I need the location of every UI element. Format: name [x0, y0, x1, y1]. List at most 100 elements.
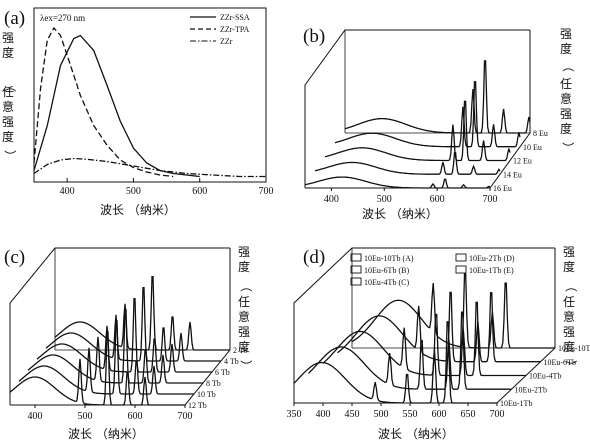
series-label-c-1: 4 Tb [224, 357, 239, 366]
xtick-label-a-0: 400 [60, 186, 75, 197]
series-label-d-0: 10Eu-10Tb [558, 344, 590, 353]
excitation-annotation: λex=270 nm [40, 13, 85, 23]
xticks-c: 400 500 600 700 [28, 405, 193, 422]
legend-label-d-2: 10Eu-4Tb (C) [364, 278, 409, 287]
xtick-label-d-4: 550 [403, 409, 418, 420]
ylabel-c-line4: 意 [238, 309, 250, 324]
legend-box-d-4 [455, 265, 467, 274]
series-line-c-1 [45, 286, 221, 362]
series-label-d-1: 10Eu-6Tb [544, 358, 576, 367]
series-labels-b: 8 Eu 10 Eu 12 Eu 14 Eu 16 Eu [493, 129, 548, 193]
legend-label-ZZr-TPA: ZZr-TPA [220, 25, 250, 34]
series-label-b-3: 14 Eu [503, 170, 522, 179]
xtick-label-b-1: 500 [377, 194, 392, 205]
ylabel-b-line6: 度 [560, 121, 572, 136]
legend-label-ZZr-SSA: ZZr-SSA [220, 13, 250, 22]
ylabel-d-paren-open: （ [564, 280, 578, 292]
series-line-ZZr-TPA [33, 26, 174, 178]
series-label-d-3: 10Eu-2Tb [515, 385, 547, 394]
legend-label-d-3: 10Eu-2Tb (D) [469, 254, 515, 263]
series-line-b-2 [324, 100, 511, 162]
ylabel-b-line3: 任 [560, 77, 572, 91]
xtick-label-d-2: 450 [345, 409, 360, 420]
xtick-label-d-6: 650 [461, 409, 476, 420]
ylabel-b-paren-open: （ [561, 60, 575, 72]
legend-label-d-1: 10Eu-6Tb (B) [364, 266, 409, 275]
ylabel-a-line4: 意 [2, 99, 14, 114]
series-line-d-4 [293, 321, 497, 404]
xtick-label-c-2: 600 [128, 411, 143, 422]
series-line-c-4 [18, 319, 194, 395]
xtick-label-d-7: 700 [490, 409, 505, 420]
series-c [9, 275, 230, 406]
xtick-label-a-1: 500 [126, 186, 141, 197]
xtick-label-d-1: 400 [316, 409, 331, 420]
xlabel-a: 波长 （纳米） [100, 203, 176, 217]
panel-label-b: (b) [303, 26, 325, 47]
ylabel-d-line4: 意 [563, 309, 575, 324]
xtick-label-a-2: 600 [192, 186, 207, 197]
legend-label-d-0: 10Eu-10Tb (A) [364, 254, 414, 263]
series-line-d-2 [322, 301, 526, 377]
legend-box-d-0 [350, 253, 362, 262]
series-line-ZZr-SSA [33, 34, 200, 178]
panel-label-d: (d) [303, 247, 325, 268]
series-label-b-1: 10 Eu [523, 143, 542, 152]
legend-box-d-3 [455, 253, 467, 262]
floor-front-right-b [305, 30, 531, 189]
series-label-c-5: 12 Tb [188, 401, 207, 410]
ylabel-a-paren-close: ） [3, 150, 17, 162]
series-line-c-5 [9, 330, 185, 406]
plot-frame-c [9, 247, 231, 406]
left-wall-c [9, 247, 230, 405]
xtick-label-b-3: 700 [483, 194, 498, 205]
series-label-c-3: 8 Tb [206, 379, 221, 388]
xtick-label-c-1: 500 [78, 411, 93, 422]
series-label-c-4: 10 Tb [197, 390, 216, 399]
ylabel-d-line1: 强 [563, 245, 575, 259]
panel-d: (d) 强 度 （ 任 意 强 度 ） 350 400 450 500 550 600 65… [287, 245, 590, 441]
panel-label-a: (a) [4, 8, 25, 29]
series-label-b-2: 12 Eu [513, 157, 532, 166]
legend-box-d-2 [350, 277, 362, 286]
xtick-label-d-0: 350 [287, 409, 302, 420]
ylabel-a-paren-open: （ [3, 80, 17, 92]
xtick-label-b-0: 400 [324, 194, 339, 205]
series-label-b-4: 16 Eu [493, 184, 512, 193]
series-line-d-3 [308, 311, 512, 390]
series-line-c-2 [36, 297, 212, 373]
series-labels-d: 10Eu-10Tb 10Eu-6Tb 10Eu-4Tb 10Eu-2Tb 10Eu-1T… [500, 344, 590, 408]
xticks-d: 350 400 450 500 550 600 650 700 [287, 403, 505, 420]
floor-front-right-c [10, 248, 231, 406]
series-label-c-0: 2 Tb [233, 346, 248, 355]
ylabel-c-line2: 度 [238, 259, 250, 274]
series-labels-c: 2 Tb 4 Tb 6 Tb 8 Tb 10 Tb 12 Tb [188, 346, 248, 410]
series-label-b-0: 8 Eu [533, 129, 548, 138]
ylabel-b-line1: 强 [560, 27, 572, 41]
ylabel-a-line6: 度 [2, 129, 14, 144]
ylabel-d-line6: 度 [563, 339, 575, 354]
legend-label-d-4: 10Eu-1Tb (E) [469, 266, 514, 275]
series-label-d-4: 10Eu-1Tb [500, 399, 532, 408]
ylabel-c-line1: 强 [238, 245, 250, 259]
ylabel-c-line6: 度 [238, 339, 250, 354]
legend-box-d-1 [350, 265, 362, 274]
plot-frame-a [33, 7, 267, 183]
legend-a: ZZr-SSA ZZr-TPA ZZr [190, 13, 250, 46]
xticks-a: 400 500 600 700 [60, 178, 274, 197]
legend-d: 10Eu-10Tb (A) 10Eu-6Tb (B) 10Eu-4Tb (C) … [350, 253, 515, 287]
ylabel-b-line4: 意 [560, 91, 572, 106]
series-line-c-0 [54, 275, 230, 351]
left-wall-b [304, 29, 530, 188]
xlabel-b: 波长 （纳米） [362, 207, 438, 221]
xtick-label-c-0: 400 [28, 411, 43, 422]
ylabel-d-paren-close: ） [564, 360, 578, 372]
series-line-ZZr [33, 157, 266, 178]
series-label-c-2: 6 Tb [215, 368, 230, 377]
ylabel-c-line5: 强 [238, 325, 250, 339]
xtick-label-a-3: 700 [259, 186, 274, 197]
panel-c: (c) 强 度 （ 任 意 强 度 ） 400 500 600 700 2 Tb 4 T… [4, 245, 253, 441]
ylabel-b-paren-close: ） [561, 142, 575, 154]
xtick-label-b-2: 600 [430, 194, 445, 205]
